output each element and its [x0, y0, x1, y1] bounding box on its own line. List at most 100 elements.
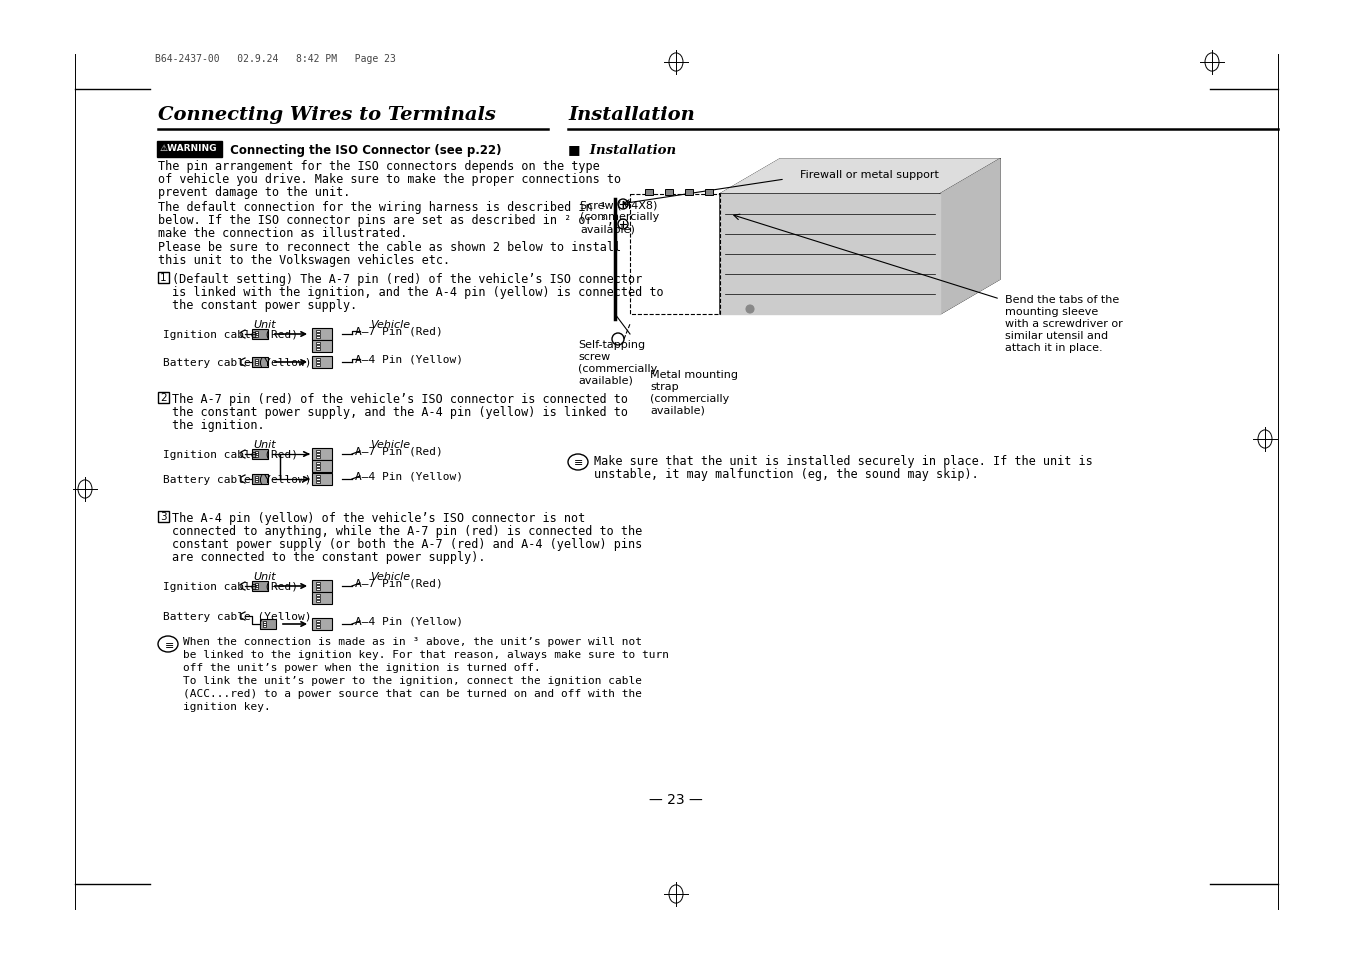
Bar — [316, 456, 320, 458]
Text: ⚠WARNING: ⚠WARNING — [159, 144, 218, 152]
Bar — [255, 359, 258, 361]
Bar — [312, 449, 332, 460]
Text: Unit: Unit — [254, 319, 277, 330]
Bar — [158, 273, 169, 284]
Bar — [644, 190, 653, 195]
Bar — [255, 452, 258, 454]
Bar — [316, 349, 320, 351]
Bar — [316, 454, 320, 456]
Bar — [685, 190, 693, 195]
Bar — [312, 593, 332, 604]
Text: this unit to the Volkswagen vehicles etc.: this unit to the Volkswagen vehicles etc… — [158, 253, 450, 267]
Bar — [263, 623, 266, 625]
Text: below. If the ISO connector pins are set as described in ² or ³,: below. If the ISO connector pins are set… — [158, 213, 613, 227]
Bar — [316, 478, 320, 480]
Text: Connecting the ISO Connector (see p.22): Connecting the ISO Connector (see p.22) — [226, 144, 501, 157]
Text: Ignition cable (Red): Ignition cable (Red) — [163, 330, 299, 339]
Bar — [705, 190, 713, 195]
Bar — [263, 625, 266, 627]
FancyBboxPatch shape — [157, 141, 222, 157]
Text: the ignition.: the ignition. — [172, 418, 265, 432]
Bar — [255, 476, 258, 478]
Text: Battery cable (Yellow): Battery cable (Yellow) — [163, 357, 312, 368]
Text: (Default setting) The A-7 pin (red) of the vehicle’s ISO connector: (Default setting) The A-7 pin (red) of t… — [172, 273, 642, 286]
Bar — [316, 600, 320, 602]
Text: ≡: ≡ — [165, 640, 174, 650]
Text: 1: 1 — [159, 273, 166, 283]
Text: mounting sleeve: mounting sleeve — [1005, 307, 1098, 316]
Text: of vehicle you drive. Make sure to make the proper connections to: of vehicle you drive. Make sure to make … — [158, 172, 621, 186]
Text: ■  Installation: ■ Installation — [567, 143, 676, 156]
Bar — [312, 460, 332, 473]
Text: (ACC...red) to a power source that can be turned on and off with the: (ACC...red) to a power source that can b… — [182, 688, 642, 699]
Bar — [253, 450, 267, 459]
Text: Metal mounting: Metal mounting — [650, 370, 738, 379]
Text: 3: 3 — [159, 512, 166, 521]
Bar — [255, 587, 258, 589]
Bar — [263, 621, 266, 623]
Polygon shape — [720, 160, 1000, 194]
Text: The A-4 pin (yellow) of the vehicle’s ISO connector is not: The A-4 pin (yellow) of the vehicle’s IS… — [172, 512, 585, 524]
Bar — [255, 364, 258, 366]
Bar — [316, 595, 320, 597]
Bar — [255, 583, 258, 585]
Bar — [316, 465, 320, 468]
Text: When the connection is made as in ³ above, the unit’s power will not: When the connection is made as in ³ abov… — [182, 637, 642, 646]
Text: A–7 Pin (Red): A–7 Pin (Red) — [355, 447, 443, 456]
Text: Self-tapping: Self-tapping — [578, 339, 646, 350]
Bar — [253, 330, 267, 339]
Bar — [312, 356, 332, 369]
Text: Vehicle: Vehicle — [370, 572, 411, 581]
Text: The pin arrangement for the ISO connectors depends on the type: The pin arrangement for the ISO connecto… — [158, 160, 600, 172]
Text: constant power supply (or both the A-7 (red) and A-4 (yellow) pins: constant power supply (or both the A-7 (… — [172, 537, 642, 551]
Bar — [316, 588, 320, 590]
Bar — [312, 580, 332, 593]
Text: Make sure that the unit is installed securely in place. If the unit is: Make sure that the unit is installed sec… — [594, 455, 1093, 468]
Text: make the connection as illustrated.: make the connection as illustrated. — [158, 227, 408, 240]
Text: Ignition cable (Red): Ignition cable (Red) — [163, 581, 299, 592]
Bar — [158, 512, 169, 522]
Text: screw: screw — [578, 352, 611, 361]
Text: Unit: Unit — [254, 572, 277, 581]
Bar — [312, 618, 332, 630]
Bar — [316, 451, 320, 453]
Bar — [316, 626, 320, 628]
Text: the constant power supply, and the A-4 pin (yellow) is linked to: the constant power supply, and the A-4 p… — [172, 406, 628, 418]
Bar — [255, 332, 258, 334]
Bar — [316, 346, 320, 348]
Bar — [316, 620, 320, 622]
Bar — [312, 474, 332, 485]
Bar — [316, 365, 320, 367]
Text: prevent damage to the unit.: prevent damage to the unit. — [158, 186, 350, 199]
Text: The A-7 pin (red) of the vehicle’s ISO connector is connected to: The A-7 pin (red) of the vehicle’s ISO c… — [172, 393, 628, 406]
Text: attach it in place.: attach it in place. — [1005, 343, 1102, 353]
Bar — [316, 585, 320, 587]
Bar — [255, 480, 258, 482]
Bar — [316, 476, 320, 477]
Polygon shape — [940, 160, 1000, 314]
Text: Battery cable (Yellow): Battery cable (Yellow) — [163, 475, 312, 484]
Text: the constant power supply.: the constant power supply. — [172, 298, 357, 312]
Text: B64-2437-00   02.9.24   8:42 PM   Page 23: B64-2437-00 02.9.24 8:42 PM Page 23 — [155, 54, 396, 64]
Text: unstable, it may malfunction (eg, the sound may skip).: unstable, it may malfunction (eg, the so… — [594, 468, 978, 480]
Bar — [316, 469, 320, 471]
Bar — [316, 361, 320, 364]
Text: Unit: Unit — [254, 439, 277, 450]
Bar — [255, 361, 258, 364]
Bar — [255, 454, 258, 456]
Text: Vehicle: Vehicle — [370, 439, 411, 450]
Text: Connecting Wires to Terminals: Connecting Wires to Terminals — [158, 106, 496, 124]
Text: A–7 Pin (Red): A–7 Pin (Red) — [355, 327, 443, 336]
Bar — [316, 343, 320, 345]
Bar — [665, 190, 673, 195]
Bar — [253, 581, 267, 592]
Bar — [255, 478, 258, 480]
Polygon shape — [720, 194, 940, 314]
Text: off the unit’s power when the ignition is turned off.: off the unit’s power when the ignition i… — [182, 662, 540, 672]
Text: 2: 2 — [159, 393, 166, 402]
Bar — [312, 329, 332, 340]
Text: Firewall or metal support: Firewall or metal support — [800, 170, 939, 180]
Bar — [158, 393, 169, 403]
Text: Bend the tabs of the: Bend the tabs of the — [1005, 294, 1119, 305]
Text: A–4 Pin (Yellow): A–4 Pin (Yellow) — [355, 617, 463, 626]
